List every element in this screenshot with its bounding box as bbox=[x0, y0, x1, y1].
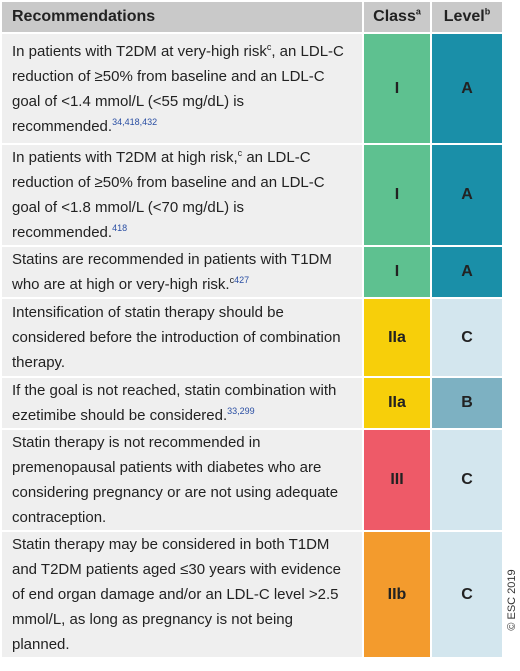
text: , an LDL-C reduction of ≥50% from baseli… bbox=[12, 42, 344, 135]
level-cell: A bbox=[430, 245, 504, 299]
table-row: Statin therapy is not recommended in pre… bbox=[0, 428, 504, 532]
reference: 34,418,432 bbox=[112, 116, 158, 127]
text: If the goal is not reached, statin combi… bbox=[12, 382, 337, 424]
table-row: Statin therapy may be considered in both… bbox=[0, 530, 504, 659]
level-cell: C bbox=[430, 297, 504, 378]
header-text: Level bbox=[443, 8, 485, 25]
recommendation-cell: Intensification of statin therapy should… bbox=[0, 297, 364, 378]
class-cell: III bbox=[362, 428, 432, 532]
text: an LDL-C reduction of ≥50% from baseline… bbox=[12, 149, 325, 241]
reference: 418 bbox=[112, 223, 128, 233]
header-cell: Levelb bbox=[430, 0, 504, 34]
table-body: In patients with T2DM at very-high riskc… bbox=[0, 32, 504, 659]
copyright: © ESC 2019 bbox=[506, 569, 518, 631]
recommendations-table: Recommendations Classa Levelb In patient… bbox=[0, 0, 504, 659]
class-cell: I bbox=[362, 143, 432, 247]
class-cell: I bbox=[362, 32, 432, 145]
table-row: In patients with T2DM at very-high riskc… bbox=[0, 32, 504, 145]
table-row: In patients with T2DM at high risk,c an … bbox=[0, 143, 504, 247]
table-row: If the goal is not reached, statin combi… bbox=[0, 376, 504, 430]
text: Intensification of statin therapy should… bbox=[12, 304, 341, 371]
text: Statin therapy may be considered in both… bbox=[12, 536, 341, 653]
level-cell: B bbox=[430, 376, 504, 430]
recommendation-cell: Statin therapy is not recommended in pre… bbox=[0, 428, 364, 532]
reference: 33,299 bbox=[227, 406, 255, 416]
header-row: Recommendations Classa Levelb bbox=[0, 0, 504, 34]
level-cell: A bbox=[430, 32, 504, 145]
footnote-mark: c bbox=[229, 275, 235, 285]
table-row: Statins are recommended in patients with… bbox=[0, 245, 504, 299]
reference: 427 bbox=[234, 275, 250, 285]
recommendation-cell: Statin therapy may be considered in both… bbox=[0, 530, 364, 659]
footnote-mark: b bbox=[484, 6, 491, 17]
recommendation-cell: In patients with T2DM at very-high riskc… bbox=[0, 32, 364, 145]
class-cell: IIb bbox=[362, 530, 432, 659]
table-row: Intensification of statin therapy should… bbox=[0, 297, 504, 378]
header-cell: Classa bbox=[362, 0, 432, 34]
recommendation-cell: Statins are recommended in patients with… bbox=[0, 245, 364, 299]
text: In patients with T2DM at very-high risk bbox=[12, 42, 267, 60]
text: In patients with T2DM at high risk, bbox=[12, 149, 238, 166]
recommendation-cell: If the goal is not reached, statin combi… bbox=[0, 376, 364, 430]
level-cell: C bbox=[430, 530, 504, 659]
class-cell: I bbox=[362, 245, 432, 299]
recommendation-cell: In patients with T2DM at high risk,c an … bbox=[0, 143, 364, 247]
footnote-mark: a bbox=[415, 6, 421, 17]
footnote-mark: c bbox=[237, 148, 243, 158]
level-cell: C bbox=[430, 428, 504, 532]
footnote-mark: c bbox=[266, 41, 272, 52]
header-cell: Recommendations bbox=[0, 0, 364, 34]
level-cell: A bbox=[430, 143, 504, 247]
class-cell: IIa bbox=[362, 376, 432, 430]
header-text: Class bbox=[373, 8, 416, 25]
class-cell: IIa bbox=[362, 297, 432, 378]
text: Statin therapy is not recommended in pre… bbox=[12, 434, 339, 526]
text: Statins are recommended in patients with… bbox=[12, 251, 332, 293]
